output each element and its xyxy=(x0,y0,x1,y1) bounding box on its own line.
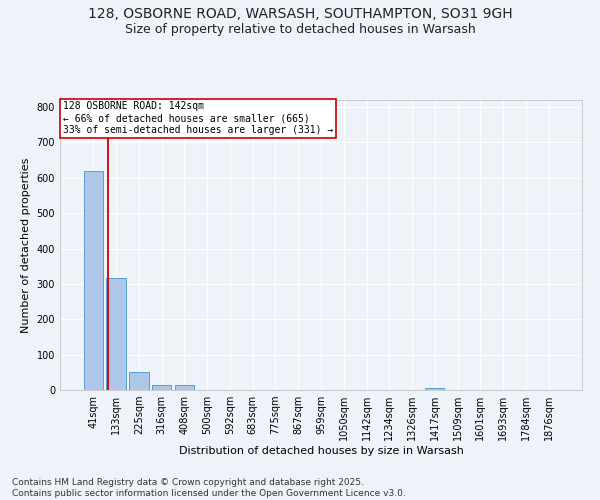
Bar xyxy=(175,386,194,390)
Bar xyxy=(425,388,445,390)
Y-axis label: Number of detached properties: Number of detached properties xyxy=(21,158,31,332)
Bar xyxy=(129,372,149,390)
Text: Contains HM Land Registry data © Crown copyright and database right 2025.
Contai: Contains HM Land Registry data © Crown c… xyxy=(12,478,406,498)
Text: Size of property relative to detached houses in Warsash: Size of property relative to detached ho… xyxy=(125,22,475,36)
Bar xyxy=(106,278,126,390)
Text: 128, OSBORNE ROAD, WARSASH, SOUTHAMPTON, SO31 9GH: 128, OSBORNE ROAD, WARSASH, SOUTHAMPTON,… xyxy=(88,8,512,22)
X-axis label: Distribution of detached houses by size in Warsash: Distribution of detached houses by size … xyxy=(179,446,463,456)
Bar xyxy=(152,386,172,390)
Text: 128 OSBORNE ROAD: 142sqm
← 66% of detached houses are smaller (665)
33% of semi-: 128 OSBORNE ROAD: 142sqm ← 66% of detach… xyxy=(62,102,333,134)
Bar xyxy=(84,172,103,390)
